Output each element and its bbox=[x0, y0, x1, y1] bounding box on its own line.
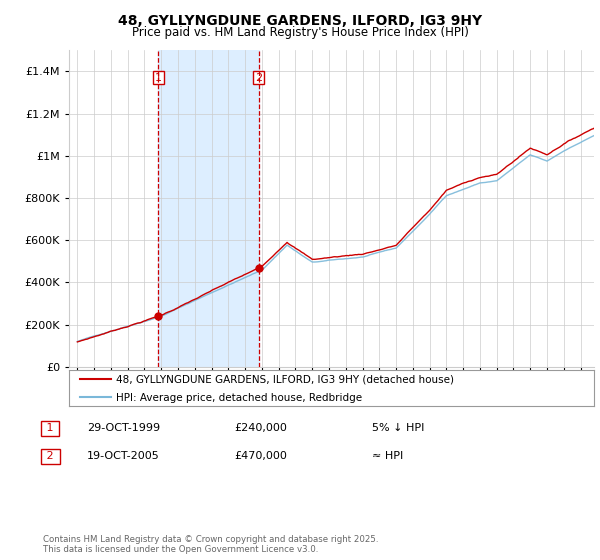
Text: 48, GYLLYNGDUNE GARDENS, ILFORD, IG3 9HY (detached house): 48, GYLLYNGDUNE GARDENS, ILFORD, IG3 9HY… bbox=[116, 375, 454, 385]
Text: HPI: Average price, detached house, Redbridge: HPI: Average price, detached house, Redb… bbox=[116, 393, 362, 403]
Text: 29-OCT-1999: 29-OCT-1999 bbox=[87, 423, 160, 433]
Bar bbox=[158, 50, 259, 367]
Text: ≈ HPI: ≈ HPI bbox=[372, 451, 403, 461]
Text: 1: 1 bbox=[43, 423, 57, 433]
Text: Contains HM Land Registry data © Crown copyright and database right 2025.
This d: Contains HM Land Registry data © Crown c… bbox=[43, 535, 379, 554]
Text: £470,000: £470,000 bbox=[234, 451, 287, 461]
Text: 2: 2 bbox=[255, 73, 262, 83]
Text: 48, GYLLYNGDUNE GARDENS, ILFORD, IG3 9HY: 48, GYLLYNGDUNE GARDENS, ILFORD, IG3 9HY bbox=[118, 14, 482, 28]
Text: 5% ↓ HPI: 5% ↓ HPI bbox=[372, 423, 424, 433]
Text: Price paid vs. HM Land Registry's House Price Index (HPI): Price paid vs. HM Land Registry's House … bbox=[131, 26, 469, 39]
Text: 19-OCT-2005: 19-OCT-2005 bbox=[87, 451, 160, 461]
Text: 2: 2 bbox=[43, 451, 58, 461]
Text: 1: 1 bbox=[155, 73, 162, 83]
Text: £240,000: £240,000 bbox=[234, 423, 287, 433]
